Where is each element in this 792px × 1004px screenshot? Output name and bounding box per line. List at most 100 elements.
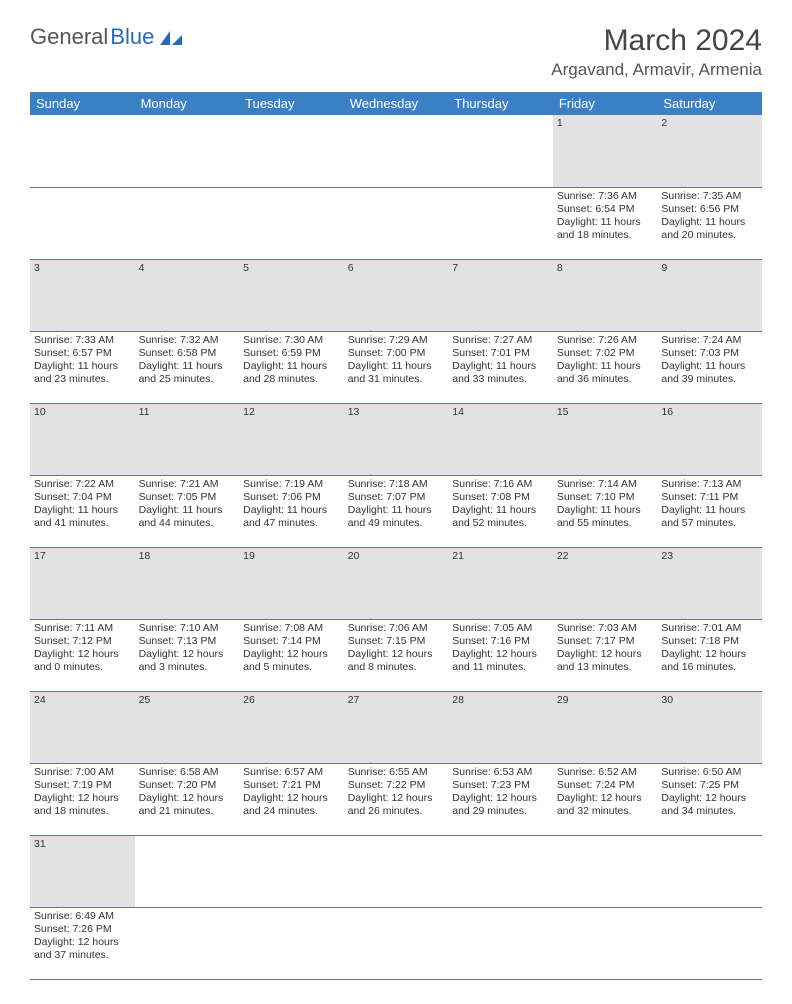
sunrise-line: Sunrise: 7:21 AM — [139, 478, 236, 491]
day-cell: Sunrise: 7:24 AMSunset: 7:03 PMDaylight:… — [657, 331, 762, 403]
daylight-line-2: and 26 minutes. — [348, 805, 445, 818]
sunset-line: Sunset: 7:17 PM — [557, 635, 654, 648]
sunrise-line: Sunrise: 7:30 AM — [243, 334, 340, 347]
daylight-line-1: Daylight: 12 hours — [661, 792, 758, 805]
location: Argavand, Armavir, Armenia — [551, 60, 762, 80]
day-number-row: 3456789 — [30, 259, 762, 331]
sunrise-line: Sunrise: 7:18 AM — [348, 478, 445, 491]
daylight-line-1: Daylight: 11 hours — [348, 504, 445, 517]
daylight-line-2: and 20 minutes. — [661, 229, 758, 242]
weekday-header: Monday — [135, 92, 240, 115]
day-number: 3 — [30, 259, 135, 331]
sunset-line: Sunset: 6:56 PM — [661, 203, 758, 216]
day-number: 11 — [135, 403, 240, 475]
sunrise-line: Sunrise: 7:32 AM — [139, 334, 236, 347]
sunrise-line: Sunrise: 7:27 AM — [452, 334, 549, 347]
daylight-line-2: and 11 minutes. — [452, 661, 549, 674]
daylight-line-1: Daylight: 12 hours — [34, 792, 131, 805]
weekday-header: Saturday — [657, 92, 762, 115]
sunrise-line: Sunrise: 7:26 AM — [557, 334, 654, 347]
day-cell — [239, 907, 344, 979]
day-cell — [448, 907, 553, 979]
day-number: 18 — [135, 547, 240, 619]
day-number — [448, 115, 553, 187]
logo-sail-icon — [158, 29, 184, 47]
day-number — [344, 115, 449, 187]
daylight-line-2: and 25 minutes. — [139, 373, 236, 386]
day-cell: Sunrise: 6:58 AMSunset: 7:20 PMDaylight:… — [135, 763, 240, 835]
day-cell: Sunrise: 7:19 AMSunset: 7:06 PMDaylight:… — [239, 475, 344, 547]
sunset-line: Sunset: 7:08 PM — [452, 491, 549, 504]
sunrise-line: Sunrise: 7:06 AM — [348, 622, 445, 635]
sunset-line: Sunset: 7:01 PM — [452, 347, 549, 360]
daylight-line-1: Daylight: 11 hours — [243, 360, 340, 373]
sunset-line: Sunset: 7:13 PM — [139, 635, 236, 648]
sunrise-line: Sunrise: 7:11 AM — [34, 622, 131, 635]
daylight-line-1: Daylight: 12 hours — [557, 648, 654, 661]
weekday-header: Tuesday — [239, 92, 344, 115]
daylight-line-2: and 52 minutes. — [452, 517, 549, 530]
day-number: 27 — [344, 691, 449, 763]
day-number: 14 — [448, 403, 553, 475]
daylight-line-1: Daylight: 11 hours — [452, 360, 549, 373]
weekday-header: Friday — [553, 92, 658, 115]
sunrise-line: Sunrise: 7:13 AM — [661, 478, 758, 491]
day-number — [239, 835, 344, 907]
daylight-line-2: and 29 minutes. — [452, 805, 549, 818]
calendar-page: GeneralBlue March 2024 Argavand, Armavir… — [0, 0, 792, 1004]
weekday-header: Thursday — [448, 92, 553, 115]
daylight-line-2: and 31 minutes. — [348, 373, 445, 386]
day-number-row: 17181920212223 — [30, 547, 762, 619]
sunrise-line: Sunrise: 6:52 AM — [557, 766, 654, 779]
day-cell: Sunrise: 7:06 AMSunset: 7:15 PMDaylight:… — [344, 619, 449, 691]
daylight-line-1: Daylight: 12 hours — [139, 648, 236, 661]
daylight-line-1: Daylight: 11 hours — [557, 504, 654, 517]
daylight-line-1: Daylight: 11 hours — [34, 360, 131, 373]
day-number: 31 — [30, 835, 135, 907]
daylight-line-2: and 3 minutes. — [139, 661, 236, 674]
daylight-line-2: and 34 minutes. — [661, 805, 758, 818]
sunrise-line: Sunrise: 7:36 AM — [557, 190, 654, 203]
day-number — [553, 835, 658, 907]
sunset-line: Sunset: 7:23 PM — [452, 779, 549, 792]
day-content-row: Sunrise: 7:33 AMSunset: 6:57 PMDaylight:… — [30, 331, 762, 403]
daylight-line-1: Daylight: 12 hours — [661, 648, 758, 661]
day-number: 20 — [344, 547, 449, 619]
daylight-line-2: and 13 minutes. — [557, 661, 654, 674]
day-number: 22 — [553, 547, 658, 619]
day-cell: Sunrise: 6:50 AMSunset: 7:25 PMDaylight:… — [657, 763, 762, 835]
day-number: 21 — [448, 547, 553, 619]
day-number-row: 31 — [30, 835, 762, 907]
day-number: 2 — [657, 115, 762, 187]
day-number — [657, 835, 762, 907]
day-cell — [553, 907, 658, 979]
day-number: 4 — [135, 259, 240, 331]
daylight-line-1: Daylight: 11 hours — [139, 504, 236, 517]
day-content-row: Sunrise: 6:49 AMSunset: 7:26 PMDaylight:… — [30, 907, 762, 979]
day-cell: Sunrise: 7:32 AMSunset: 6:58 PMDaylight:… — [135, 331, 240, 403]
daylight-line-2: and 8 minutes. — [348, 661, 445, 674]
sunset-line: Sunset: 7:19 PM — [34, 779, 131, 792]
sunrise-line: Sunrise: 6:55 AM — [348, 766, 445, 779]
day-content-row: Sunrise: 7:00 AMSunset: 7:19 PMDaylight:… — [30, 763, 762, 835]
daylight-line-2: and 18 minutes. — [34, 805, 131, 818]
daylight-line-2: and 5 minutes. — [243, 661, 340, 674]
sunset-line: Sunset: 6:54 PM — [557, 203, 654, 216]
sunset-line: Sunset: 7:21 PM — [243, 779, 340, 792]
day-cell: Sunrise: 7:16 AMSunset: 7:08 PMDaylight:… — [448, 475, 553, 547]
day-number: 19 — [239, 547, 344, 619]
daylight-line-1: Daylight: 11 hours — [661, 216, 758, 229]
calendar-body: 12Sunrise: 7:36 AMSunset: 6:54 PMDayligh… — [30, 115, 762, 979]
day-cell — [344, 187, 449, 259]
day-number — [135, 115, 240, 187]
day-cell — [657, 907, 762, 979]
title-block: March 2024 Argavand, Armavir, Armenia — [551, 24, 762, 80]
sunrise-line: Sunrise: 7:03 AM — [557, 622, 654, 635]
day-cell: Sunrise: 7:00 AMSunset: 7:19 PMDaylight:… — [30, 763, 135, 835]
day-number — [448, 835, 553, 907]
logo-text-1: General — [30, 24, 108, 50]
sunset-line: Sunset: 7:14 PM — [243, 635, 340, 648]
daylight-line-2: and 44 minutes. — [139, 517, 236, 530]
sunset-line: Sunset: 7:22 PM — [348, 779, 445, 792]
sunset-line: Sunset: 7:02 PM — [557, 347, 654, 360]
